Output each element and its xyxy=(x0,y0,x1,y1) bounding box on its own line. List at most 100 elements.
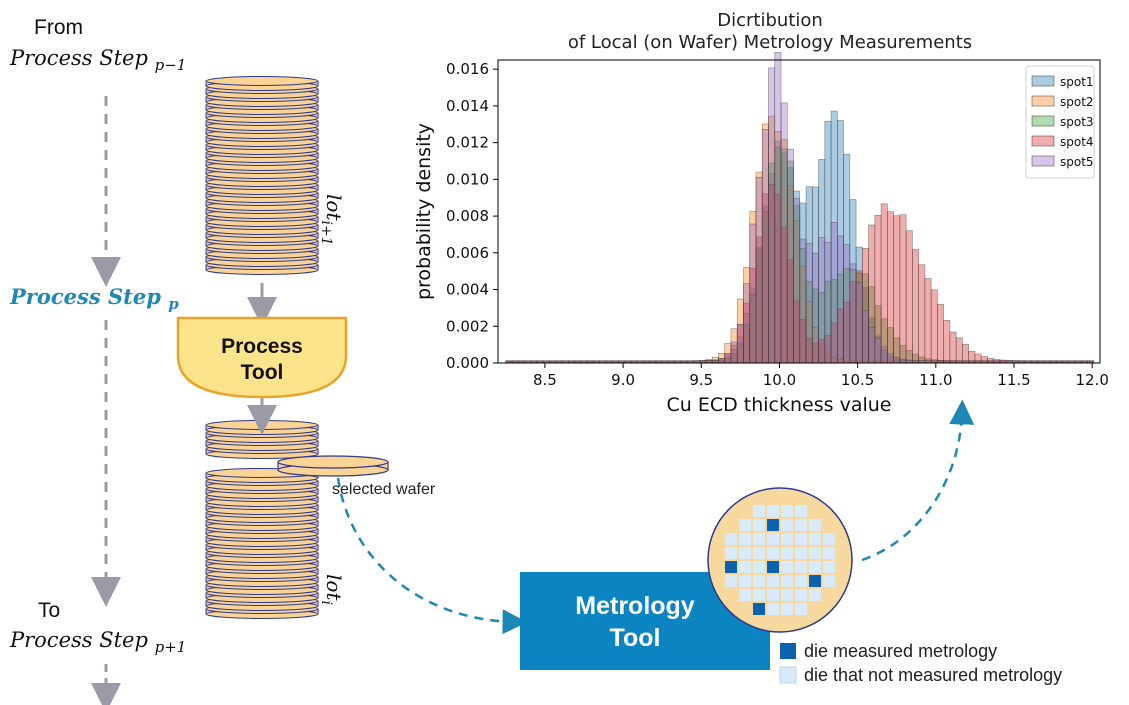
histogram-bar xyxy=(887,353,894,364)
legend-not-measured-swatch xyxy=(779,666,797,684)
process-tool-line1: Process xyxy=(221,335,303,358)
y-tick-label: 0.014 xyxy=(446,97,489,115)
die-not-measured xyxy=(781,533,793,545)
histogram-bar xyxy=(893,215,901,364)
histogram-chart: 8.5 9.0 9.5 10.0 10.5 11.0 11.5 12.0 0.000 0.002 0… xyxy=(413,52,1109,416)
y-tick-label: 0.016 xyxy=(446,60,489,78)
selected-wafer-label: selected wafer xyxy=(332,481,436,498)
histogram-bar xyxy=(880,346,888,364)
die-not-measured xyxy=(795,575,807,587)
process-tool-shape xyxy=(176,316,348,399)
histogram-bar xyxy=(949,331,957,364)
histogram-bar xyxy=(862,310,869,364)
wafer-stack-lot-next xyxy=(205,76,319,275)
lot-current-label: loti xyxy=(318,574,346,605)
die-not-measured xyxy=(781,561,793,573)
histogram-bar xyxy=(899,358,907,364)
histogram-bar xyxy=(880,203,888,364)
wafer-disk xyxy=(205,76,319,91)
legend-label: spot3 xyxy=(1060,115,1094,129)
die-not-measured xyxy=(767,575,779,587)
x-tick-label: 9.0 xyxy=(611,371,635,389)
die-not-measured xyxy=(753,519,765,531)
histogram-bar xyxy=(830,221,838,364)
die-not-measured xyxy=(809,533,821,545)
histogram-bar xyxy=(818,237,826,364)
histogram-bar xyxy=(849,263,857,364)
histogram-bar xyxy=(887,211,894,364)
histogram-bar xyxy=(761,129,769,364)
histogram-bar xyxy=(955,337,963,364)
selected-wafer xyxy=(277,455,389,477)
lot-next-label: loti+1 xyxy=(318,194,346,246)
current-step-text: Process Step xyxy=(10,284,161,309)
y-tick-label: 0.006 xyxy=(446,244,489,262)
histogram-bar xyxy=(799,238,807,364)
die-not-measured xyxy=(795,505,807,517)
die-not-measured xyxy=(767,505,779,517)
legend-label: spot4 xyxy=(1060,135,1094,149)
legend-swatch xyxy=(1031,75,1055,87)
histogram-bar xyxy=(780,102,788,364)
y-tick-label: 0.010 xyxy=(446,170,489,188)
histogram-bar xyxy=(755,176,763,364)
histogram-bar xyxy=(824,241,832,364)
metrology-tool-line2: Tool xyxy=(609,624,661,652)
histogram-bar xyxy=(943,320,951,364)
die-not-measured xyxy=(781,547,793,559)
next-step-text: Process Step xyxy=(10,628,148,652)
wafer-disk xyxy=(205,116,319,131)
chart-title-line2: of Local (on Wafer) Metrology Measuremen… xyxy=(567,32,973,53)
histogram-bar xyxy=(843,244,851,364)
x-axis-label: Cu ECD thickness value xyxy=(667,394,892,416)
prev-step-sub: p−1 xyxy=(154,56,187,75)
legend-not-measured-label: die that not measured metrology xyxy=(804,665,1063,685)
die-not-measured xyxy=(739,589,751,601)
die-not-measured xyxy=(823,561,835,573)
legend-measured-swatch xyxy=(780,643,796,659)
die-measured xyxy=(767,519,779,531)
histogram-bar xyxy=(924,278,932,364)
prev-step-text: Process Step xyxy=(10,46,148,70)
die-not-measured xyxy=(725,547,737,559)
histogram-bar xyxy=(868,326,876,364)
histogram-bar xyxy=(768,67,776,364)
y-tick-label: 0.004 xyxy=(446,281,489,299)
wafer-stack-lot-current xyxy=(205,468,319,619)
series-spot5 xyxy=(505,52,1095,364)
legend-swatch xyxy=(1031,115,1055,127)
process-tool-line2: Tool xyxy=(240,361,284,384)
histogram-bar xyxy=(912,249,919,364)
histogram-bar xyxy=(899,214,907,364)
histogram-bar xyxy=(905,230,913,364)
histogram-bar xyxy=(918,264,926,364)
x-tick-label: 12.0 xyxy=(1075,371,1108,389)
histogram-bar xyxy=(793,198,801,364)
histogram-bar xyxy=(786,148,794,364)
metrology-tool-line1: Metrology xyxy=(575,592,695,620)
wafer-disk xyxy=(205,420,319,435)
die-not-measured xyxy=(725,533,737,545)
wafermap-to-chart-arrow xyxy=(861,399,975,562)
histogram-bar xyxy=(805,243,813,364)
die-not-measured xyxy=(753,547,765,559)
histogram-bar xyxy=(811,252,819,364)
histogram-bar xyxy=(855,282,863,364)
series-spot3 xyxy=(505,146,1095,364)
die-not-measured xyxy=(795,603,807,615)
die-not-measured xyxy=(809,519,821,531)
histogram-bar xyxy=(874,338,882,364)
y-tick-label: 0.012 xyxy=(446,134,489,152)
lot-current-sub: i xyxy=(318,600,334,605)
lot-next-sub: i+1 xyxy=(318,220,334,246)
x-tick-label: 8.5 xyxy=(533,371,557,389)
process-tool-label: Process Tool xyxy=(178,334,346,386)
die-not-measured xyxy=(767,547,779,559)
plot-frame xyxy=(497,59,1101,364)
x-tick-label: 10.5 xyxy=(841,371,874,389)
die-not-measured xyxy=(753,575,765,587)
die-not-measured xyxy=(753,589,765,601)
legend-swatch xyxy=(1031,95,1055,107)
histogram-bar xyxy=(962,343,969,364)
